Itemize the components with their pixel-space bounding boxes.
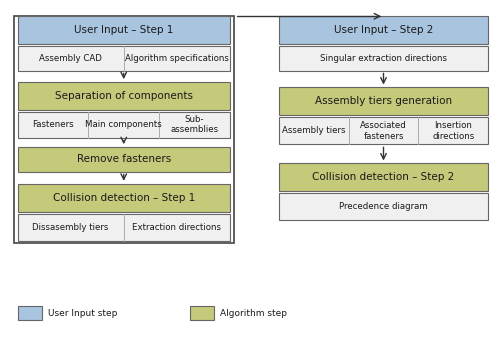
Text: Assembly tiers: Assembly tiers (282, 126, 346, 135)
Text: Algorithm step: Algorithm step (220, 309, 287, 318)
Text: Collision detection – Step 1: Collision detection – Step 1 (52, 193, 195, 203)
Bar (18, 147, 230, 172)
Bar (18, 82, 230, 110)
Text: Algorithm specifications: Algorithm specifications (125, 54, 229, 63)
Text: Main components: Main components (86, 120, 162, 129)
Bar (18, 16, 230, 44)
Text: Associated
fasteners: Associated fasteners (360, 121, 407, 141)
Bar (14, 16, 234, 243)
Text: Assembly CAD: Assembly CAD (39, 54, 102, 63)
Bar (279, 117, 488, 144)
Bar (18, 214, 230, 241)
Bar (279, 163, 488, 191)
Bar (279, 193, 488, 220)
Text: Extraction directions: Extraction directions (132, 223, 222, 232)
Bar (18, 112, 230, 138)
Bar (18, 46, 230, 71)
Text: Assembly tiers generation: Assembly tiers generation (315, 96, 452, 106)
Text: User Input – Step 1: User Input – Step 1 (74, 25, 174, 35)
Bar (279, 16, 488, 44)
Bar (18, 306, 42, 320)
Bar (279, 46, 488, 71)
Text: Insertion
directions: Insertion directions (432, 121, 474, 141)
Text: Sub-
assemblies: Sub- assemblies (170, 115, 218, 135)
Text: Remove fasteners: Remove fasteners (76, 154, 171, 164)
Text: Singular extraction directions: Singular extraction directions (320, 54, 447, 63)
Bar (18, 184, 230, 212)
Bar (190, 306, 214, 320)
Text: Dissasembly tiers: Dissasembly tiers (32, 223, 109, 232)
Text: Separation of components: Separation of components (55, 91, 193, 101)
Bar (279, 87, 488, 115)
Text: Fasteners: Fasteners (32, 120, 74, 129)
Text: Collision detection – Step 2: Collision detection – Step 2 (312, 172, 454, 182)
Text: Precedence diagram: Precedence diagram (339, 202, 428, 211)
Text: User Input – Step 2: User Input – Step 2 (334, 25, 433, 35)
Text: User Input step: User Input step (48, 309, 117, 318)
